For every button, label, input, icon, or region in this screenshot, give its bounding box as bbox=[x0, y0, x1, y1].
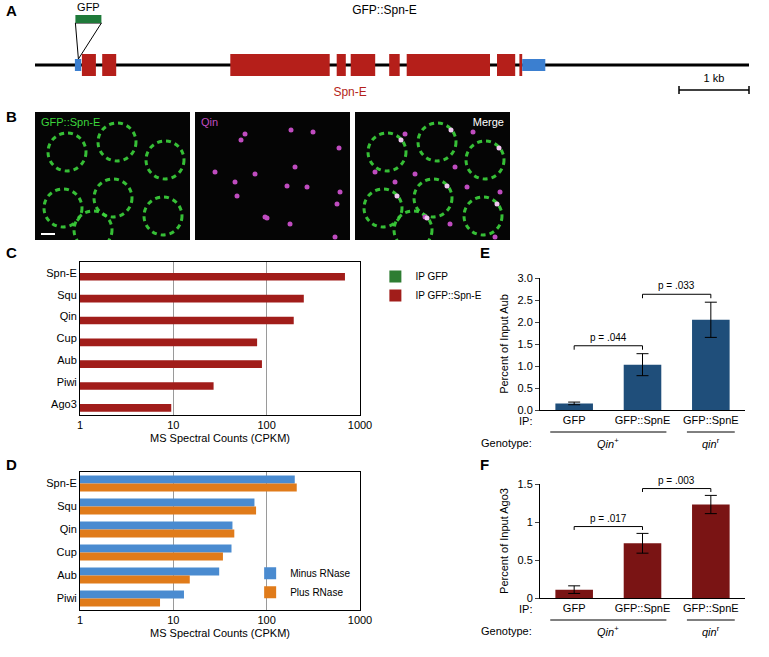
svg-text:0.0: 0.0 bbox=[518, 404, 533, 416]
svg-text:GFP: GFP bbox=[563, 414, 586, 426]
svg-text:0.5: 0.5 bbox=[518, 382, 533, 394]
svg-text:E: E bbox=[480, 244, 490, 261]
svg-text:Qin​+​: Qin​+​ bbox=[597, 624, 619, 638]
svg-text:Qin: Qin bbox=[60, 523, 77, 535]
svg-text:p = .017: p = .017 bbox=[590, 513, 627, 524]
svg-text:IP:: IP: bbox=[519, 603, 532, 615]
svg-text:Aub: Aub bbox=[57, 354, 77, 366]
svg-text:GFP: GFP bbox=[77, 1, 100, 13]
svg-text:10: 10 bbox=[167, 419, 179, 431]
svg-text:GFP::SpnE: GFP::SpnE bbox=[683, 414, 739, 426]
svg-text:1 kb: 1 kb bbox=[704, 72, 725, 84]
svg-text:Minus RNase: Minus RNase bbox=[290, 568, 350, 579]
svg-text:Ago3: Ago3 bbox=[51, 398, 77, 410]
svg-text:Genotype:: Genotype: bbox=[481, 437, 532, 449]
svg-text:0: 0 bbox=[527, 592, 533, 604]
svg-text:GFP::SpnE: GFP::SpnE bbox=[615, 414, 671, 426]
svg-text:A: A bbox=[6, 2, 17, 19]
svg-text:Merge: Merge bbox=[473, 116, 504, 128]
svg-text:GFP::SpnE: GFP::SpnE bbox=[615, 602, 671, 614]
svg-text:p = .044: p = .044 bbox=[590, 332, 627, 343]
svg-text:MS Spectral Counts (CPKM): MS Spectral Counts (CPKM) bbox=[150, 432, 290, 444]
svg-text:3.0: 3.0 bbox=[518, 272, 533, 284]
svg-text:100: 100 bbox=[257, 419, 275, 431]
svg-text:Piwi: Piwi bbox=[57, 376, 77, 388]
svg-text:2.0: 2.0 bbox=[518, 316, 533, 328]
svg-text:Squ: Squ bbox=[57, 500, 77, 512]
svg-text:Aub: Aub bbox=[57, 569, 77, 581]
svg-text:1: 1 bbox=[77, 419, 83, 431]
svg-text:Genotype:: Genotype: bbox=[481, 625, 532, 637]
svg-text:0.5: 0.5 bbox=[518, 554, 533, 566]
svg-text:1.5: 1.5 bbox=[518, 338, 533, 350]
svg-text:Spn-E: Spn-E bbox=[46, 267, 77, 279]
svg-text:Cup: Cup bbox=[57, 332, 77, 344]
svg-text:100: 100 bbox=[257, 614, 275, 626]
svg-text:B: B bbox=[6, 108, 17, 125]
svg-text:Piwi: Piwi bbox=[57, 592, 77, 604]
svg-text:Cup: Cup bbox=[57, 546, 77, 558]
svg-text:1.5: 1.5 bbox=[518, 478, 533, 490]
svg-text:1: 1 bbox=[77, 614, 83, 626]
svg-text:Spn-E: Spn-E bbox=[46, 477, 77, 489]
svg-text:Spn-E: Spn-E bbox=[333, 85, 366, 99]
svg-text:IP GFP::Spn-E: IP GFP::Spn-E bbox=[415, 290, 481, 301]
svg-text:1.0: 1.0 bbox=[518, 360, 533, 372]
svg-text:D: D bbox=[6, 456, 17, 473]
svg-text:2.5: 2.5 bbox=[518, 294, 533, 306]
svg-text:Qin​+​: Qin​+​ bbox=[597, 436, 619, 450]
svg-text:GFP::SpnE: GFP::SpnE bbox=[683, 602, 739, 614]
svg-text:p = .033: p = .033 bbox=[658, 280, 695, 291]
svg-text:Squ: Squ bbox=[57, 289, 77, 301]
svg-text:IP GFP: IP GFP bbox=[415, 271, 448, 282]
svg-text:1: 1 bbox=[527, 516, 533, 528]
svg-text:Qin: Qin bbox=[60, 310, 77, 322]
svg-text:qin​r​: qin​r​ bbox=[702, 624, 720, 638]
svg-text:GFP: GFP bbox=[563, 602, 586, 614]
svg-text:Plus RNase: Plus RNase bbox=[290, 587, 343, 598]
svg-text:10: 10 bbox=[167, 614, 179, 626]
svg-text:GFP::Spn-E: GFP::Spn-E bbox=[352, 3, 417, 17]
svg-text:Percent of Input Ago3: Percent of Input Ago3 bbox=[498, 488, 510, 594]
svg-text:1000: 1000 bbox=[348, 419, 372, 431]
svg-text:Percent of Input Aub: Percent of Input Aub bbox=[498, 294, 510, 394]
svg-text:p = .003: p = .003 bbox=[658, 475, 695, 486]
svg-text:C: C bbox=[6, 244, 17, 261]
svg-text:qin​r​: qin​r​ bbox=[702, 436, 720, 450]
svg-text:MS Spectral Counts (CPKM): MS Spectral Counts (CPKM) bbox=[150, 627, 290, 639]
svg-text:1000: 1000 bbox=[348, 614, 372, 626]
svg-text:F: F bbox=[480, 456, 489, 473]
svg-text:Qin: Qin bbox=[201, 116, 218, 128]
svg-text:GFP::Spn-E: GFP::Spn-E bbox=[41, 116, 100, 128]
svg-text:IP:: IP: bbox=[519, 415, 532, 427]
